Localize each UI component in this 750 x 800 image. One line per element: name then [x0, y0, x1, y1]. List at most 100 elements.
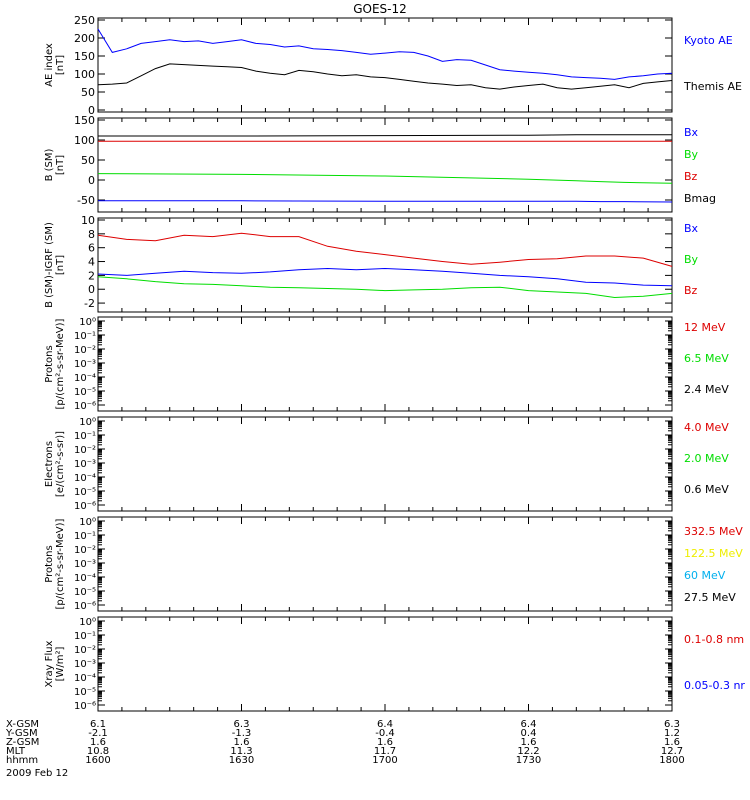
legend-label: 4.0 MeV	[684, 421, 729, 434]
y-tick-label: 10⁻²	[74, 445, 96, 456]
series-line	[97, 173, 673, 184]
x-tick-label: 10.8	[87, 746, 109, 757]
legend-label: By	[684, 148, 699, 161]
y-tick-label: 50	[81, 86, 95, 99]
y-axis-label: [e/(cm²-s-sr)]	[55, 431, 66, 497]
x-tick-label: 6.3	[664, 719, 680, 730]
y-axis-label: B (SM)	[44, 148, 55, 181]
y-tick-label: 0	[88, 283, 95, 296]
y-axis-label: [p/(cm²-s-sr-MeV)]	[55, 518, 66, 609]
panel-ae: 0 50 100 150 200 250 AE index [nT] Kyoto AE Themi…	[44, 14, 742, 117]
y-tick-label: 10	[81, 214, 95, 227]
y-tick-label: 10⁻³	[74, 459, 96, 470]
x-tick-label: 12.7	[661, 746, 683, 757]
y-axis-label: [nT]	[55, 55, 66, 75]
y-tick-label: 10⁻⁶	[74, 501, 96, 512]
legend-label: Bmag	[684, 192, 716, 205]
legend-label: 27.5 MeV	[684, 591, 736, 604]
y-tick-label: 10⁻²	[74, 345, 96, 356]
x-tick-label: -0.4	[375, 728, 395, 739]
panel-frame	[97, 616, 673, 712]
y-tick-label: 10⁰	[79, 417, 96, 428]
panel-protons-1: 10⁰ 10⁻¹ 10⁻² 10⁻³ 10⁻⁴ 10⁻⁵ 10⁻⁶ Protons [p/(cm…	[44, 316, 729, 412]
y-tick-label: 4	[88, 256, 95, 269]
y-tick-label: 100	[74, 134, 95, 147]
y-tick-label: 10⁻⁵	[74, 387, 96, 398]
y-tick-label: 6	[88, 242, 95, 255]
panel-protons-2: 10⁰ 10⁻¹ 10⁻² 10⁻³ 10⁻⁴ 10⁻⁵ 10⁻⁶ Protons [p/(cm…	[44, 516, 743, 612]
y-tick-label: 10⁻⁵	[74, 687, 96, 698]
x-tick-label: -1.3	[232, 728, 252, 739]
legend-label: 12 MeV	[684, 321, 726, 334]
y-tick-label: 10⁻³	[74, 359, 96, 370]
legend-label: 0.6 MeV	[684, 483, 729, 496]
panel-frame	[97, 316, 673, 412]
y-tick-label: -50	[77, 194, 95, 207]
panel-frame	[97, 516, 673, 612]
panel-frame	[97, 416, 673, 512]
legend-label: 332.5 MeV	[684, 525, 743, 538]
legend-label: Kyoto AE	[684, 34, 733, 47]
x-tick-label: -2.1	[88, 728, 108, 739]
legend-label: 2.4 MeV	[684, 383, 729, 396]
panel-frame	[97, 217, 673, 313]
panel-b-sm: -50 0 50 100 150 B (SM) [nT] Bx By Bz Bmag	[44, 114, 716, 213]
y-tick-label: 10⁻¹	[74, 631, 96, 642]
y-axis-label: Protons	[44, 345, 55, 382]
x-tick-label: 1.2	[664, 728, 680, 739]
y-axis-label: [nT]	[55, 255, 66, 275]
y-axis-label: AE index	[44, 43, 55, 87]
y-axis-label: Electrons	[44, 441, 55, 487]
legend-label: By	[684, 253, 699, 266]
x-tick-label: 6.4	[521, 719, 537, 730]
x-tick-label: 1.6	[377, 737, 393, 748]
legend-label: 6.5 MeV	[684, 352, 729, 365]
y-tick-label: 10⁻⁵	[74, 587, 96, 598]
y-tick-label: 10⁻³	[74, 659, 96, 670]
legend-label: Bx	[684, 222, 699, 235]
x-tick-label: 1.6	[664, 737, 680, 748]
y-axis-label: Protons	[44, 545, 55, 582]
legend-label: 0.1-0.8 nm	[684, 633, 744, 646]
legend-label: Bz	[684, 170, 698, 183]
series-line	[98, 134, 672, 137]
x-row-label: Z-GSM	[6, 737, 39, 748]
x-tick-label: 11.3	[230, 746, 252, 757]
y-tick-label: 250	[74, 14, 95, 27]
x-row-label: Y-GSM	[5, 728, 38, 739]
x-tick-label: 0.4	[521, 728, 537, 739]
x-tick-label: 1.6	[234, 737, 250, 748]
x-tick-label: 6.3	[234, 719, 250, 730]
y-tick-label: 10⁻⁶	[74, 701, 96, 712]
y-axis-label: [W/m²]	[55, 646, 66, 681]
y-tick-label: 10⁰	[79, 617, 96, 628]
x-row-label: hhmm	[6, 755, 38, 766]
legend-label: Bx	[684, 126, 699, 139]
y-tick-label: 10⁻³	[74, 559, 96, 570]
x-tick-label: 1.6	[521, 737, 537, 748]
x-tick-label: 1600	[85, 755, 110, 766]
series-line	[97, 28, 673, 80]
x-axis-table: X-GSM 6.1 6.3 6.4 6.4 6.3 Y-GSM -2.1 -1.3 -0.4 0.4…	[5, 719, 685, 779]
series-line	[97, 267, 673, 287]
y-tick-label: 10⁻⁵	[74, 487, 96, 498]
legend-label: 0.05-0.3 nr	[684, 679, 745, 692]
y-tick-label: 200	[74, 32, 95, 45]
y-tick-label: 8	[88, 228, 95, 241]
y-tick-label: 10⁻²	[74, 645, 96, 656]
y-tick-label: 0	[88, 174, 95, 187]
y-tick-label: 10⁻⁶	[74, 401, 96, 412]
x-tick-label: 1700	[372, 755, 397, 766]
y-tick-label: 10⁻¹	[74, 331, 96, 342]
legend-label: 2.0 MeV	[684, 452, 729, 465]
y-tick-label: 2	[88, 269, 95, 282]
series-line	[97, 276, 673, 299]
y-tick-label: 10⁻²	[74, 545, 96, 556]
legend-label: Bz	[684, 284, 698, 297]
y-axis-label: [p/(cm²-s-sr-MeV)]	[55, 318, 66, 409]
y-tick-label: 10⁻⁴	[74, 673, 96, 684]
y-axis-label: [nT]	[55, 155, 66, 175]
y-tick-label: 150	[74, 114, 95, 127]
